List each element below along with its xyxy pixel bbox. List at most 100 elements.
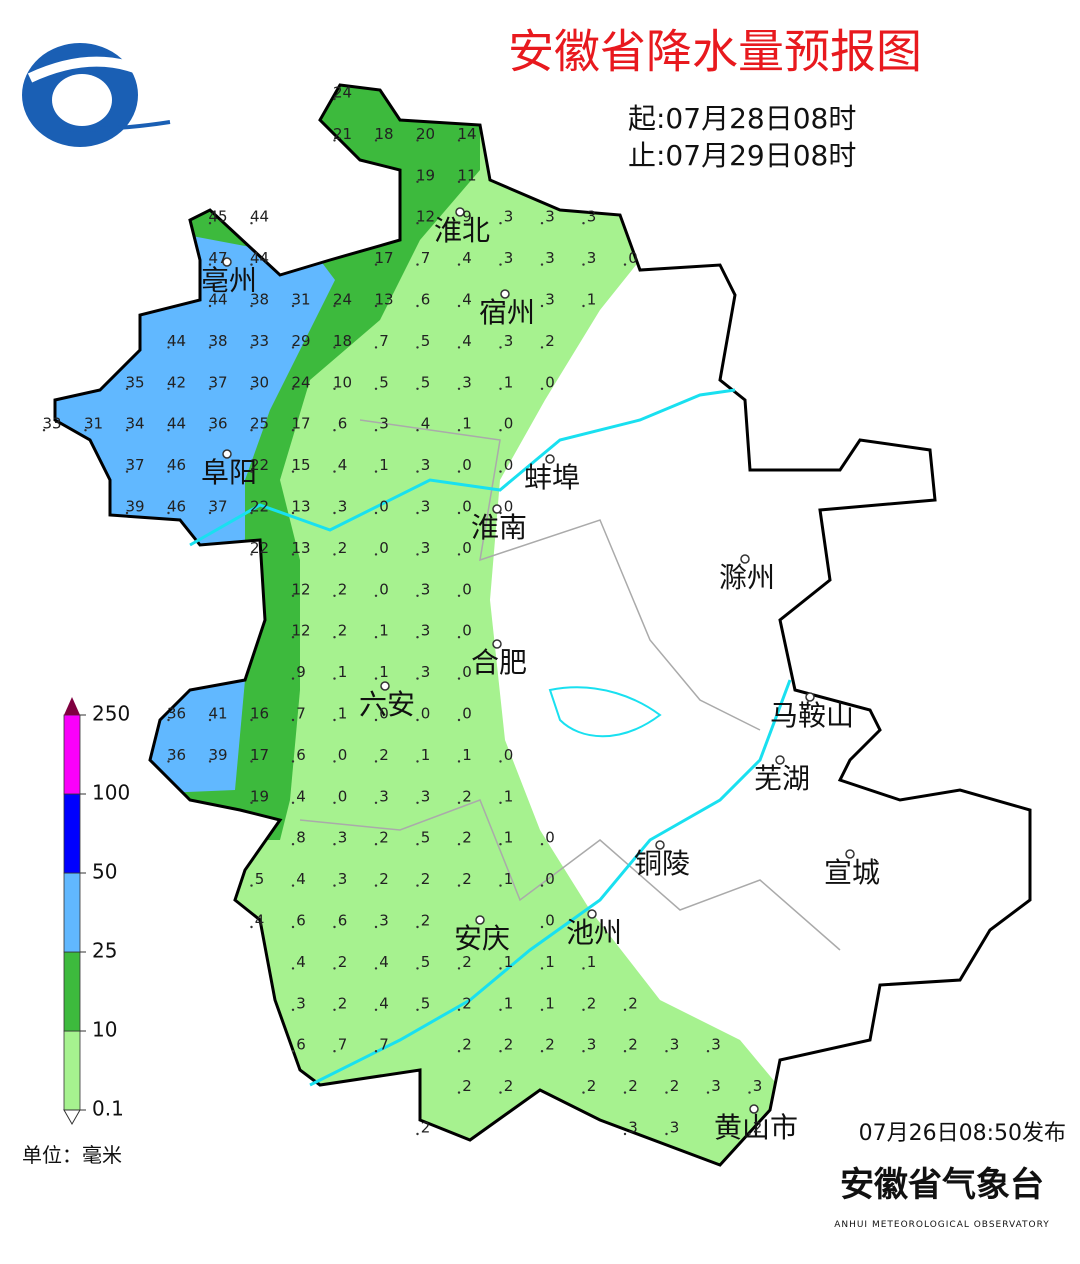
rain-value: 13 [374,291,393,309]
rain-value: 2 [753,1119,763,1137]
rain-value: 0 [462,580,472,598]
legend-swatch [64,697,80,715]
rain-value: 33 [42,415,61,433]
city-dot [587,909,597,919]
station-dot [540,843,544,846]
station-dot [291,718,295,722]
station-dot [457,1091,461,1094]
rain-value: 2 [504,1036,514,1054]
station-dot [374,553,378,556]
rain-value: 3 [711,1077,721,1095]
station-dot [416,718,419,722]
station-dot [250,801,253,804]
rain-value: 3 [545,208,555,226]
rain-value: 0 [462,539,472,557]
station-dot [416,760,419,763]
rain-value: 2 [338,539,348,557]
rain-value: 6 [296,746,306,764]
station-dot [706,1091,710,1094]
legend-swatch [63,872,81,953]
rain-value: 22 [250,456,269,474]
rain-value: 22 [250,498,269,516]
station-dot [291,843,295,846]
rain-value: 31 [84,415,103,433]
city-label: 六安 [359,688,415,721]
rain-value: 0 [462,622,472,640]
station-dot [416,470,419,473]
station-dot [416,594,419,597]
legend-label: 250 [92,702,130,726]
station-dot [333,925,336,929]
rain-value: 0 [338,746,348,764]
rain-value: 1 [504,787,514,805]
rain-value: 12 [291,580,310,598]
legend-swatch [63,1109,81,1126]
rain-value: 35 [125,373,144,391]
rain-value: 5 [421,829,431,847]
station-dot [374,263,378,266]
rain-value: 36 [167,705,186,723]
station-dot [457,1050,461,1053]
rain-value: 17 [250,746,269,764]
city-dot [500,289,510,299]
rain-value: 4 [296,953,306,971]
city-dot [655,840,665,850]
station-dot [457,843,461,846]
rain-value: 3 [670,1036,680,1054]
rain-value: 3 [421,456,431,474]
rain-value: 4 [296,787,306,805]
rain-value: 1 [504,953,514,971]
rain-value: 24 [333,291,352,309]
rain-value: 3 [421,498,431,516]
agency: 安徽省气象台 [840,1165,1044,1205]
station-dot [208,429,212,432]
station-dot [416,925,419,929]
station-dot [457,222,461,225]
station-dot [125,429,129,432]
rain-value: 1 [545,953,555,971]
city-label: 滁州 [719,561,775,594]
station-dot [333,718,336,722]
station-dot [499,263,502,266]
rain-value: 4 [421,415,431,433]
rain-value: 2 [545,1036,555,1054]
station-dot [250,884,253,887]
rain-value: 3 [296,994,306,1012]
unit: 单位：毫米 [22,1143,122,1167]
rain-value: 39 [208,746,227,764]
city-label: 阜阳 [201,456,257,489]
station-dot [250,718,253,722]
station-dot [457,760,461,763]
rain-value: 2 [338,994,348,1012]
city-dot [545,454,555,464]
rain-value: 1 [587,291,597,309]
station-dot [499,429,502,432]
rain-value: 1 [379,456,389,474]
rain-value: 0 [338,787,348,805]
station-dot [582,263,585,266]
rain-value: 0 [379,580,389,598]
rain-value: 2 [504,1077,514,1095]
rain-value: 38 [208,332,227,350]
station-dot [374,677,378,680]
rain-value: 2 [338,580,348,598]
rain-value: 0 [545,912,555,930]
station-dot [499,222,502,225]
rain-value: 3 [379,787,389,805]
rain-value: 3 [338,498,348,516]
rain-value: 3 [504,332,514,350]
station-dot [499,511,502,515]
rain-value: 2 [462,829,472,847]
station-dot [457,346,461,349]
station-dot [374,843,378,846]
station-dot [333,387,336,390]
rain-value: 4 [379,953,389,971]
station-dot [167,470,170,473]
city-dot [492,504,502,514]
rain-value: 36 [167,746,186,764]
rain-value: 3 [587,1036,597,1054]
rain-value: 44 [208,291,227,309]
city-label: 合肥 [471,646,527,679]
station-dot [333,429,336,432]
title: 安徽省降水量预报图 [508,25,922,79]
